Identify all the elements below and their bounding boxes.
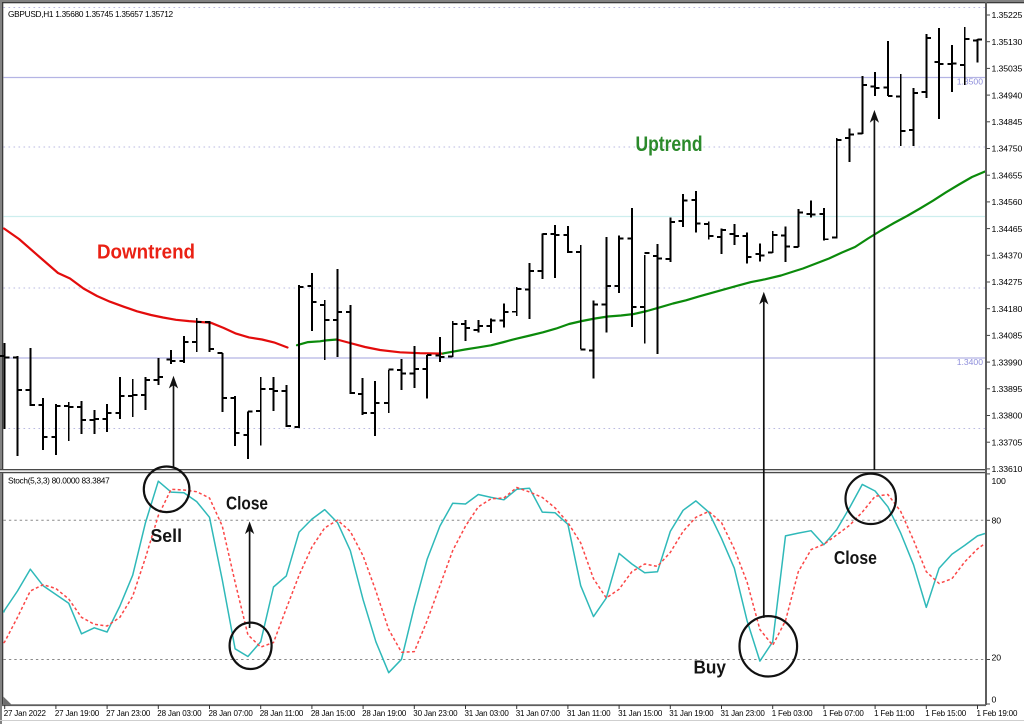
svg-text:31 Jan 03:00: 31 Jan 03:00	[465, 709, 510, 718]
svg-text:1.34940: 1.34940	[992, 90, 1023, 100]
svg-text:1.35035: 1.35035	[992, 64, 1023, 74]
svg-text:28 Jan 07:00: 28 Jan 07:00	[209, 709, 254, 718]
svg-text:0: 0	[992, 695, 997, 705]
svg-text:1.35225: 1.35225	[992, 10, 1023, 20]
svg-text:28 Jan 11:00: 28 Jan 11:00	[260, 709, 304, 718]
svg-text:1 Feb 11:00: 1 Feb 11:00	[874, 709, 915, 718]
svg-text:GBPUSD,H1 1.35680 1.35745 1.3: GBPUSD,H1 1.35680 1.35745 1.35657 1.3571…	[8, 9, 174, 19]
svg-text:1.35130: 1.35130	[992, 37, 1023, 47]
svg-text:1.33705: 1.33705	[992, 437, 1023, 447]
svg-text:1 Feb 03:00: 1 Feb 03:00	[772, 709, 813, 718]
svg-text:1.33895: 1.33895	[992, 384, 1023, 394]
svg-text:1.34560: 1.34560	[992, 197, 1023, 207]
svg-text:28 Jan 15:00: 28 Jan 15:00	[311, 709, 356, 718]
svg-text:1.34655: 1.34655	[992, 170, 1023, 180]
svg-text:1.34085: 1.34085	[992, 331, 1023, 341]
svg-text:1.34465: 1.34465	[992, 224, 1023, 234]
svg-text:Uptrend: Uptrend	[636, 133, 703, 156]
svg-text:1 Feb 07:00: 1 Feb 07:00	[823, 709, 864, 718]
svg-text:1.33800: 1.33800	[992, 411, 1023, 421]
svg-text:31 Jan 07:00: 31 Jan 07:00	[516, 709, 561, 718]
svg-text:Sell: Sell	[151, 526, 183, 546]
svg-text:31 Jan 11:00: 31 Jan 11:00	[567, 709, 611, 718]
svg-text:27 Jan 2022: 27 Jan 2022	[4, 709, 47, 718]
svg-text:28 Jan 19:00: 28 Jan 19:00	[362, 709, 407, 718]
svg-text:27 Jan 23:00: 27 Jan 23:00	[106, 709, 151, 718]
svg-text:100: 100	[992, 476, 1006, 486]
svg-text:1.3500: 1.3500	[957, 76, 984, 86]
svg-text:1.34180: 1.34180	[992, 304, 1023, 314]
svg-text:31 Jan 15:00: 31 Jan 15:00	[618, 709, 663, 718]
svg-text:20: 20	[992, 653, 1002, 663]
svg-text:1 Feb 19:00: 1 Feb 19:00	[977, 709, 1018, 718]
svg-text:Downtrend: Downtrend	[97, 242, 195, 264]
svg-text:28 Jan 03:00: 28 Jan 03:00	[157, 709, 202, 718]
svg-text:30 Jan 23:00: 30 Jan 23:00	[413, 709, 458, 718]
svg-text:1.34275: 1.34275	[992, 277, 1023, 287]
svg-text:31 Jan 19:00: 31 Jan 19:00	[669, 709, 714, 718]
svg-text:31 Jan 23:00: 31 Jan 23:00	[721, 709, 766, 718]
svg-text:Buy: Buy	[694, 658, 727, 678]
svg-text:1 Feb 15:00: 1 Feb 15:00	[925, 709, 966, 718]
svg-text:1.34750: 1.34750	[992, 144, 1023, 154]
svg-text:1.34845: 1.34845	[992, 117, 1023, 127]
svg-text:27 Jan 19:00: 27 Jan 19:00	[55, 709, 100, 718]
svg-text:1.33990: 1.33990	[992, 357, 1023, 367]
svg-text:Close: Close	[226, 493, 268, 513]
svg-text:Stoch(5,3,3) 80.0000 83.3847: Stoch(5,3,3) 80.0000 83.3847	[8, 476, 110, 486]
svg-text:1.34370: 1.34370	[992, 251, 1023, 261]
svg-text:1.33610: 1.33610	[992, 464, 1023, 474]
svg-text:1.3400: 1.3400	[957, 357, 984, 367]
svg-text:80: 80	[992, 516, 1002, 526]
svg-text:Close: Close	[834, 548, 877, 568]
